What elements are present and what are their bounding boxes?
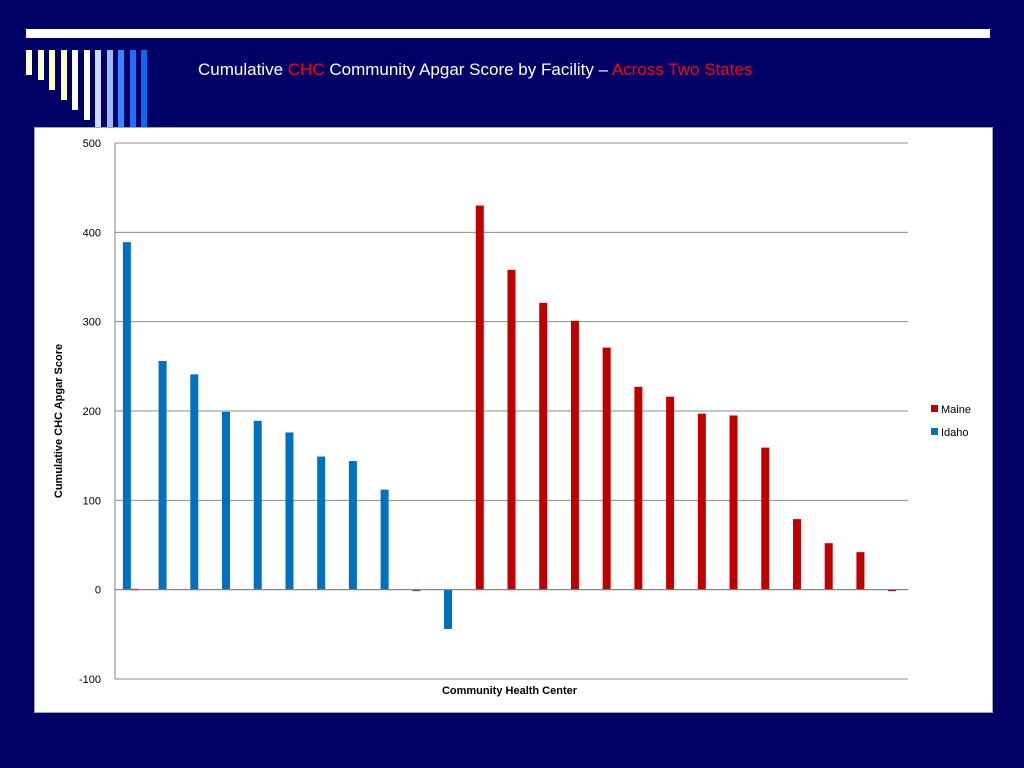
stripe	[129, 50, 136, 128]
bar-maine	[475, 205, 484, 590]
title-part-2: CHC	[287, 60, 325, 79]
bar-maine	[602, 347, 611, 590]
stripe	[83, 50, 90, 120]
legend-label-idaho: Idaho	[941, 427, 969, 439]
bar-maine	[792, 519, 801, 590]
title-rule	[26, 29, 990, 38]
bar-idaho	[190, 374, 199, 590]
bar-idaho	[253, 420, 262, 590]
y-tick-label: 0	[95, 585, 101, 597]
stripe	[95, 50, 101, 128]
legend: Maine Idaho	[931, 404, 971, 439]
bars	[122, 205, 897, 629]
y-tick-label: 500	[83, 138, 101, 150]
bar-idaho	[222, 411, 231, 590]
stripe	[60, 50, 67, 100]
stripe	[26, 50, 32, 75]
bar-chart: 500 400 300 200 100 0 -100 Cumulative CHC Apga…	[53, 138, 971, 697]
stripe	[49, 50, 55, 90]
legend-label-maine: Maine	[941, 404, 971, 416]
bar-maine	[761, 447, 770, 590]
chart-panel: 500 400 300 200 100 0 -100 Cumulative CHC Apga…	[34, 127, 993, 713]
stripe	[72, 50, 78, 110]
bar-maine	[634, 386, 643, 590]
bar-maine	[697, 413, 706, 590]
bar-maine	[888, 589, 897, 592]
slide-title: Cumulative CHC Community Apgar Score by …	[198, 60, 752, 80]
bar-idaho	[122, 242, 131, 590]
bar-maine	[507, 269, 516, 590]
y-tick-label: 300	[83, 317, 101, 329]
bar-maine	[824, 543, 833, 590]
y-tick-label: 200	[83, 406, 101, 418]
y-tick-labels: 500 400 300 200 100 0 -100	[79, 138, 101, 686]
title-part-1: Cumulative	[198, 60, 288, 79]
bar-idaho	[317, 456, 326, 590]
y-tick-label: -100	[79, 674, 101, 686]
bar-idaho	[380, 489, 389, 590]
bar-idaho	[348, 461, 357, 590]
bar-idaho	[444, 589, 453, 629]
bar-maine	[570, 320, 579, 590]
stripe	[37, 50, 44, 80]
y-tick-label: 400	[83, 227, 101, 239]
bar-maine	[729, 415, 738, 590]
bar-maine	[856, 552, 865, 590]
y-axis-title: Cumulative CHC Apgar Score	[53, 344, 65, 498]
bar-idaho	[285, 432, 294, 590]
legend-swatch-maine	[931, 405, 938, 412]
x-axis-title: Community Health Center	[442, 685, 578, 697]
bar-maine	[666, 396, 675, 590]
stripe	[118, 50, 124, 128]
title-part-4: Across Two States	[611, 60, 753, 79]
bar-maine	[539, 302, 548, 590]
stripe	[141, 50, 147, 128]
legend-swatch-idaho	[931, 428, 938, 435]
title-part-3: Community Apgar Score by Facility –	[324, 60, 612, 79]
y-tick-label: 100	[83, 495, 101, 507]
bar-idaho	[158, 360, 167, 590]
stripe	[106, 50, 113, 128]
bar-idaho	[412, 589, 421, 592]
